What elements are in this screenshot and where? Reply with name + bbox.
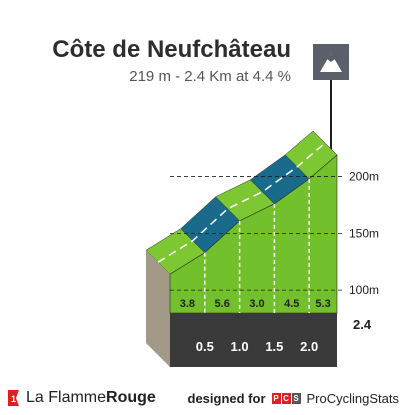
road-center-line <box>157 142 326 263</box>
segment-gradient-label-4: 5.3 <box>315 298 330 310</box>
pcs-brand-name: ProCyclingStats <box>306 390 399 406</box>
brand-left-bold: Rouge <box>106 389 156 406</box>
segment-gradient-label-1: 5.6 <box>215 298 230 310</box>
designed-for-label: designed for <box>187 390 266 406</box>
segment-gradient-label-0: 3.8 <box>180 298 195 310</box>
altitude-label-150: 150m <box>349 226 379 240</box>
distance-tick-label-1.0: 1.0 <box>231 339 249 354</box>
pcs-letter-s: S <box>291 392 301 404</box>
svg-text:1: 1 <box>11 394 16 404</box>
climb-title: Côte de Neufchâteau <box>52 36 291 63</box>
brand-left-text: La Flamme <box>26 389 107 406</box>
pcs-letter-c: C <box>281 392 291 404</box>
la-flamme-rouge-logo: 1 La FlammeRouge <box>6 388 156 408</box>
elevation-profile-chart: 100m 150m 200m 3.8 5.6 3.0 4.5 5.3 0.5 1.0 1.5 2.0 2… <box>145 44 379 367</box>
distance-tick-label-0.5: 0.5 <box>196 339 214 354</box>
pcs-logo-icon: P C S <box>271 392 302 404</box>
distance-base-band <box>170 313 337 367</box>
start-wall <box>146 250 170 367</box>
climb-subtitle: 219 m - 2.4 Km at 4.4 % <box>129 68 291 85</box>
pcs-credit: designed for P C S ProCyclingStats <box>188 388 400 408</box>
segment-gradient-label-2: 3.0 <box>249 298 264 310</box>
distance-tick-label-2.0: 2.0 <box>300 339 318 354</box>
pcs-letter-p: P <box>271 392 281 404</box>
altitude-label-100: 100m <box>349 283 379 297</box>
altitude-label-200: 200m <box>349 170 379 184</box>
flame-flag-icon: 1 <box>8 390 19 406</box>
distance-tick-label-1.5: 1.5 <box>265 339 283 354</box>
distance-end-label: 2.4 <box>353 317 372 332</box>
segment-gradient-label-3: 4.5 <box>284 298 299 310</box>
mountain-icon <box>313 44 349 80</box>
